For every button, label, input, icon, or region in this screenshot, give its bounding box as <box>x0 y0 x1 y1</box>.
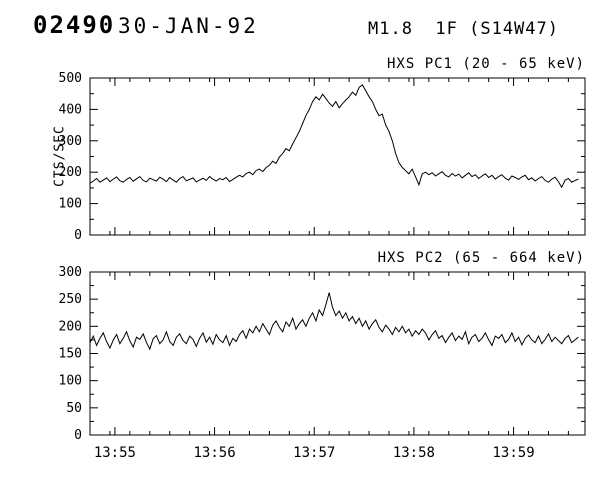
x-tick-label: 13:59 <box>492 445 534 461</box>
event-date: 30-JAN-92 <box>118 14 259 38</box>
axes-box <box>89 77 586 236</box>
plot-1: 0 100 200 300 400 500 <box>59 71 586 243</box>
flare-class-location: M1.8 1F (S14W47) <box>368 19 559 39</box>
x-tick-label: 13:58 <box>393 445 435 461</box>
y-tick-label: 150 <box>59 347 82 362</box>
event-number: 02490 <box>33 11 116 39</box>
y-tick-label: 50 <box>66 401 82 416</box>
y-tick-label: 400 <box>59 102 82 117</box>
y-tick-label: 300 <box>59 134 82 149</box>
plot-2: 0 50 100 150 200 250 300 13:55 13:56 13:57 13:58 13… <box>59 265 586 461</box>
y-tick-label: 100 <box>59 374 82 389</box>
y-tick-label: 0 <box>74 428 82 443</box>
x-tick-label: 13:55 <box>94 445 136 461</box>
y-tick-label: 200 <box>59 319 82 334</box>
plot1-title: HXS PC1 (20 - 65 keV) <box>386 56 585 72</box>
y-axis-label-cts-sec: CTS/SEC <box>52 125 68 187</box>
y-tick-label: 100 <box>59 197 82 212</box>
x-tick-label: 13:57 <box>293 445 335 461</box>
axes-box <box>89 271 586 436</box>
lightcurve-trace-1 <box>89 84 579 189</box>
y-tick-label: 200 <box>59 165 82 180</box>
y-tick-label: 250 <box>59 292 82 307</box>
y-tick-label: 500 <box>59 71 82 86</box>
y-tick-label: 0 <box>74 228 82 243</box>
plot2-title: HXS PC2 (65 - 664 keV) <box>377 250 585 266</box>
x-tick-label: 13:56 <box>194 445 236 461</box>
y-tick-label: 300 <box>59 265 82 280</box>
lightcurve-trace-2 <box>89 292 579 351</box>
